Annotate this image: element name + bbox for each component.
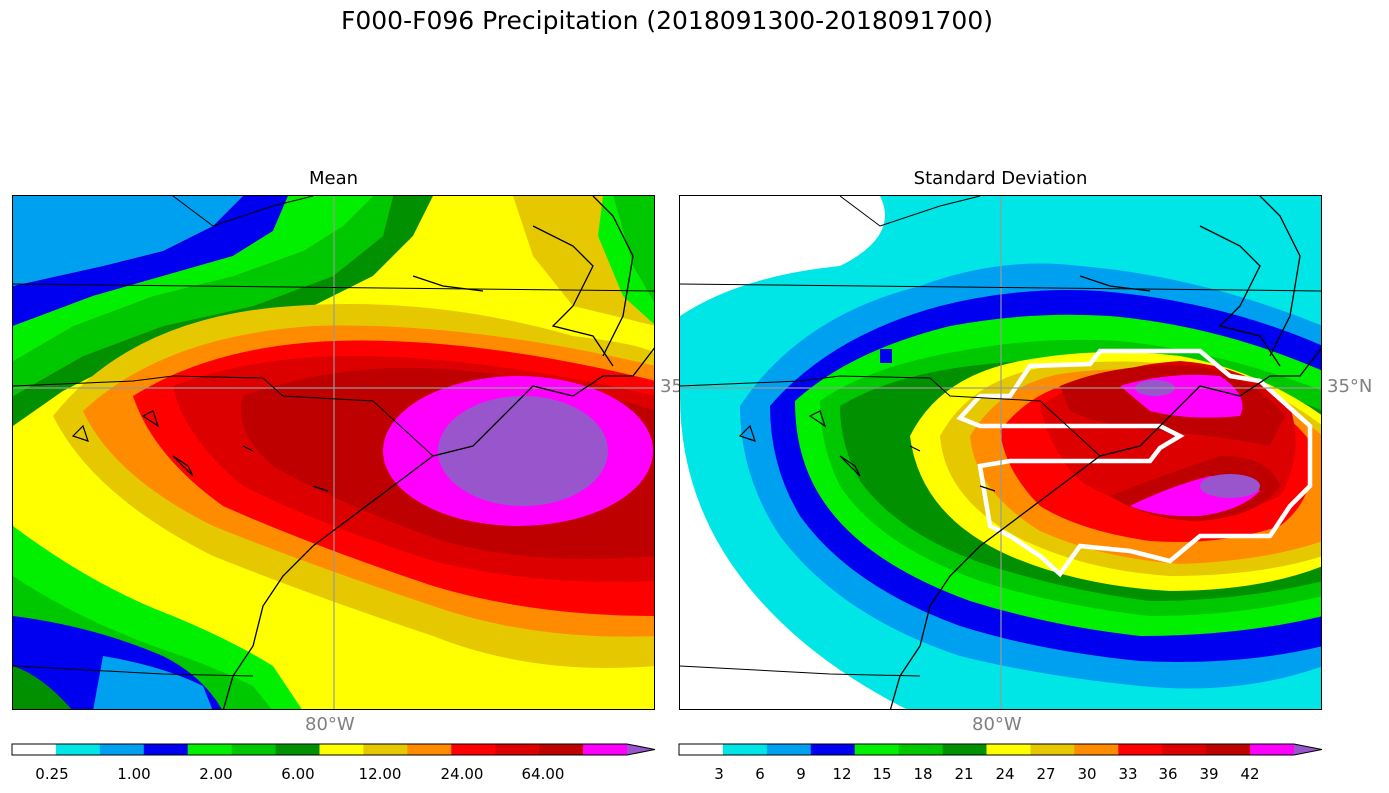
- stddev-colorbar-tick: 36: [1158, 765, 1178, 783]
- mean-panel-title: Mean: [308, 168, 359, 189]
- mean-colorbar-tick: 1.00: [117, 765, 151, 783]
- stddev-colorbar-tick: 30: [1077, 765, 1097, 783]
- mean-colorbar-tick: 2.00: [199, 765, 233, 783]
- mean-colorbar-swatch: [275, 744, 320, 755]
- stddev-colorbar-swatch: [942, 744, 987, 755]
- stddev-field: [680, 196, 1321, 709]
- mean-colorbar-tick: 12.00: [358, 765, 402, 783]
- figure-title: F000-F096 Precipitation (2018091300-2018…: [340, 6, 993, 35]
- stddev-colorbar-tick: 21: [954, 765, 974, 783]
- stddev-lat-label: 35°N: [1327, 376, 1373, 397]
- mean-colorbar-swatch: [583, 744, 628, 755]
- mean-colorbar-extension-arrow: [627, 744, 655, 755]
- mean-colorbar-tick: 0.25: [35, 765, 69, 783]
- mean-colorbar-swatch: [495, 744, 540, 755]
- stddev-map: [679, 195, 1322, 710]
- mean-colorbar-swatch: [187, 744, 233, 755]
- stddev-colorbar-tick: 24: [995, 765, 1015, 783]
- stddev-colorbar-swatch: [766, 744, 812, 755]
- stddev-colorbar-tick: 6: [755, 765, 765, 783]
- mean-colorbar-swatch: [231, 744, 277, 755]
- mean-colorbar-outline: [11, 743, 656, 756]
- mean-map: [12, 195, 655, 710]
- stddev-colorbar-swatch: [722, 744, 768, 755]
- stddev-colorbar-swatch: [986, 744, 1031, 755]
- stddev-colorbar-tick: 9: [796, 765, 806, 783]
- stddev-colorbar-swatch: [1250, 744, 1295, 755]
- stddev-colorbar-tick: 18: [913, 765, 933, 783]
- stddev-colorbar-swatch: [810, 744, 856, 755]
- stddev-colorbar-swatch: [1162, 744, 1207, 755]
- stddev-colorbar-tick: 3: [714, 765, 724, 783]
- mean-colorbar-swatch: [451, 744, 496, 755]
- mean-colorbar-swatch: [99, 744, 145, 755]
- stddev-colorbar-outline: [678, 743, 1323, 756]
- mean-lat-label: 35: [660, 376, 683, 397]
- stddev-colorbar-swatch: [898, 744, 944, 755]
- mean-colorbar-swatches: [11, 743, 656, 756]
- mean-colorbar-swatch: [407, 744, 452, 755]
- mean-colorbar-tick: 24.00: [440, 765, 484, 783]
- stddev-colorbar-tick: 15: [872, 765, 892, 783]
- mean-colorbar-swatch: [12, 744, 57, 755]
- stddev-colorbar-tick: 39: [1199, 765, 1219, 783]
- stddev-colorbar-swatch: [679, 744, 724, 755]
- stddev-colorbar: [678, 743, 1323, 756]
- mean-colorbar-swatch: [319, 744, 364, 755]
- stddev-colorbar-swatches: [678, 743, 1323, 756]
- stddev-colorbar-tick: 12: [832, 765, 852, 783]
- stddev-colorbar-tick: 27: [1036, 765, 1056, 783]
- stddev-panel-title: Standard Deviation: [913, 168, 1088, 189]
- stddev-lon-label: 80°W: [972, 714, 1022, 735]
- mean-field: [13, 196, 654, 709]
- stddev-colorbar-swatch: [1030, 744, 1075, 755]
- stddev-colorbar-swatch: [854, 744, 900, 755]
- mean-colorbar-swatch: [143, 744, 189, 755]
- mean-colorbar-tick: 64.00: [521, 765, 565, 783]
- stddev-colorbar-swatch: [1206, 744, 1251, 755]
- mean-colorbar-tick: 6.00: [281, 765, 315, 783]
- mean-colorbar-swatch: [55, 744, 101, 755]
- stddev-colorbar-tick: 42: [1240, 765, 1260, 783]
- stddev-colorbar-swatch: [1118, 744, 1163, 755]
- stddev-colorbar-extension-arrow: [1294, 744, 1322, 755]
- mean-colorbar-swatch: [539, 744, 584, 755]
- stddev-colorbar-swatch: [1074, 744, 1119, 755]
- mean-colorbar-swatch: [363, 744, 408, 755]
- mean-lon-label: 80°W: [305, 714, 355, 735]
- stddev-colorbar-tick: 33: [1118, 765, 1138, 783]
- mean-colorbar: [11, 743, 656, 756]
